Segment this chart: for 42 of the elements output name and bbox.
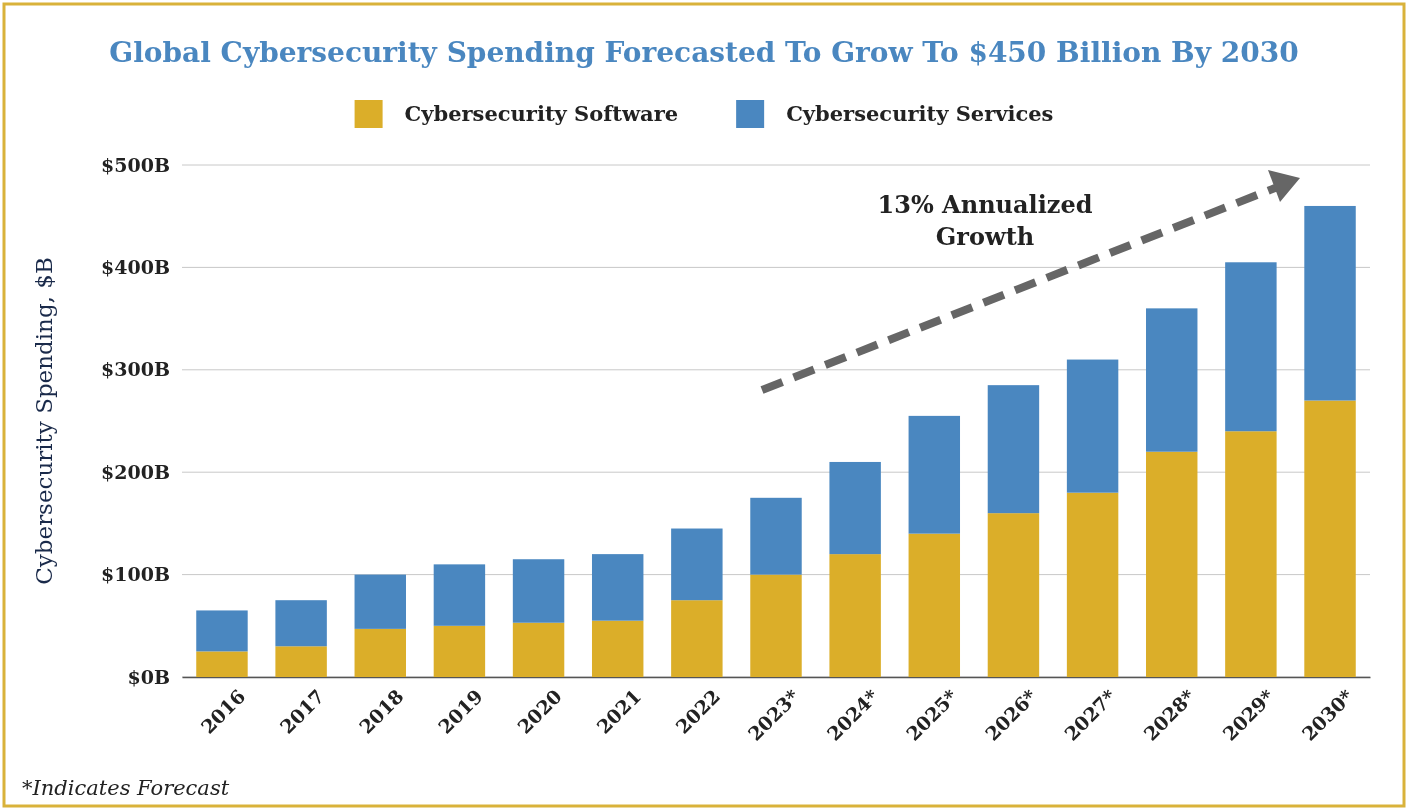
- chart-title: Global Cybersecurity Spending Forecasted To Grow To $450 Billion By 2030: [109, 36, 1299, 69]
- bar: [512, 622, 565, 677]
- bar: [750, 574, 802, 677]
- y-tick-label: $500B: [101, 153, 170, 176]
- y-tick-label: $100B: [101, 563, 170, 586]
- y-tick-label: $300B: [101, 358, 170, 381]
- bar: [908, 533, 961, 677]
- bar: [512, 559, 565, 623]
- legend-label: Cybersecurity Software: [404, 101, 679, 126]
- text: *Indicates Forecast: [22, 776, 230, 800]
- bar: [671, 600, 723, 677]
- bar: [987, 385, 1040, 514]
- bar: [750, 497, 802, 575]
- bar: [433, 625, 486, 677]
- bar: [829, 554, 881, 677]
- bar: [354, 628, 406, 677]
- bar: [196, 651, 248, 677]
- bar: [196, 610, 248, 652]
- bar: [591, 620, 644, 677]
- y-tick-label: $0B: [127, 665, 170, 688]
- y-tick-label: $400B: [101, 255, 170, 278]
- bar: [591, 554, 644, 621]
- bar: [1066, 492, 1119, 677]
- bar: [354, 574, 406, 629]
- bar: [1225, 262, 1277, 432]
- bar: [1225, 431, 1277, 677]
- bar: [1304, 400, 1356, 677]
- bar: [829, 461, 881, 555]
- legend-label: Cybersecurity Services: [786, 101, 1054, 126]
- bar: [1146, 308, 1198, 452]
- bar: [1146, 451, 1198, 677]
- bar: [275, 646, 327, 677]
- y-tick-label: $200B: [101, 460, 170, 483]
- y-axis-title: Cybersecurity Spending, $B: [31, 257, 57, 585]
- bar: [275, 600, 327, 647]
- bar: [1066, 359, 1119, 493]
- bar: [671, 528, 723, 601]
- bar: [433, 564, 486, 626]
- bar: [908, 415, 961, 534]
- annotation: 13% Annualized Growth: [877, 190, 1093, 251]
- bar: [987, 513, 1040, 677]
- bar: [1304, 205, 1356, 401]
